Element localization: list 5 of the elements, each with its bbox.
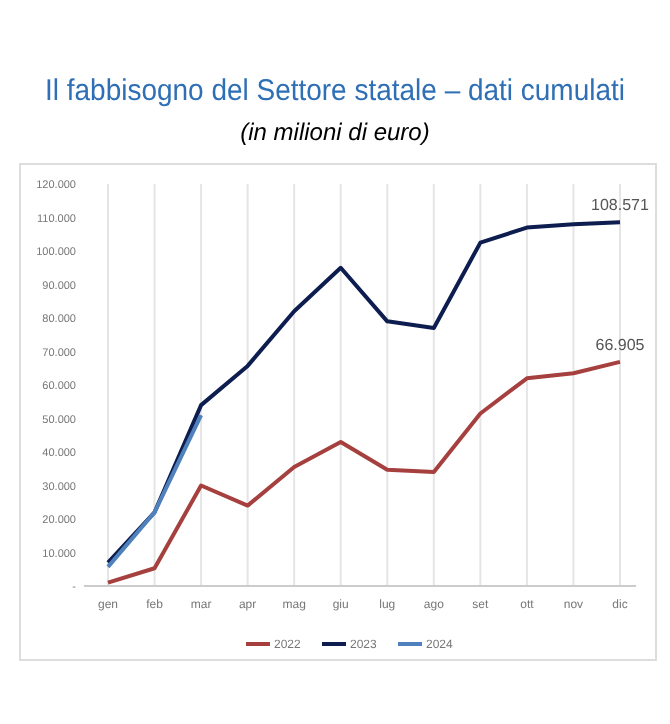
line-series xyxy=(106,359,622,585)
data-label: 66.905 xyxy=(595,335,646,354)
chart-title: Il fabbisogno del Settore statale – dati cumulati xyxy=(45,74,668,108)
chart-subtitle: (in milioni di euro) xyxy=(240,118,430,146)
data-label: 108.571 xyxy=(591,196,651,215)
